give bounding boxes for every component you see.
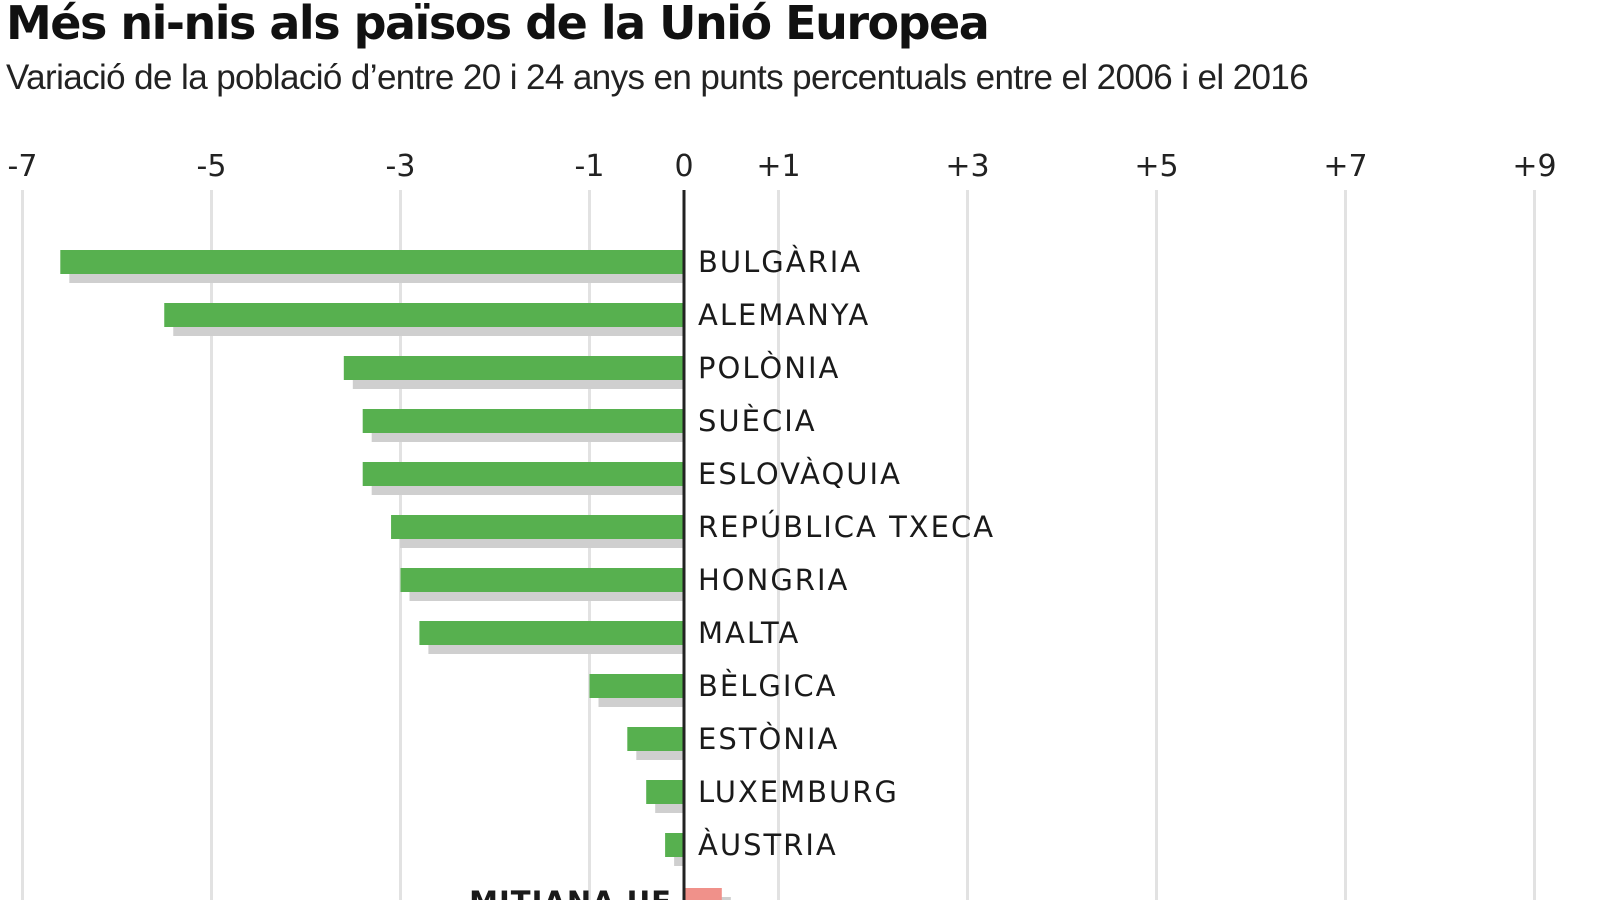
bar [646, 780, 684, 804]
x-tick-label: +1 [756, 149, 800, 184]
category-label: MALTA [698, 616, 800, 650]
x-tick-label: 0 [674, 149, 693, 184]
category-label: ESLOVÀQUIA [698, 457, 902, 491]
category-label: POLÒNIA [698, 351, 840, 385]
category-label: BÈLGICA [698, 669, 838, 703]
bar [589, 674, 684, 698]
x-tick-label: -7 [8, 149, 38, 184]
bar [343, 356, 684, 380]
bar [391, 515, 684, 539]
x-tick-label: +9 [1512, 149, 1556, 184]
x-tick-label: -3 [386, 149, 416, 184]
bar [627, 727, 684, 751]
chart-subtitle: Variació de la població d’entre 20 i 24 … [6, 58, 1309, 97]
bar [665, 833, 684, 857]
x-tick-label: +5 [1134, 149, 1178, 184]
average-label: MITJANA UE [469, 885, 672, 900]
chart-title: Més ni-nis als països de la Unió Europea [6, 0, 990, 50]
bar [60, 250, 685, 274]
category-label: REPÚBLICA TXECA [698, 510, 995, 544]
category-label: BULGÀRIA [698, 245, 862, 279]
x-tick-label: +3 [945, 149, 989, 184]
category-label: SUÈCIA [698, 404, 817, 438]
category-label: ÀUSTRIA [698, 828, 838, 862]
category-label: ESTÒNIA [698, 722, 839, 756]
bar [362, 409, 684, 433]
category-label: LUXEMBURG [698, 775, 899, 809]
bar [419, 621, 684, 645]
category-label: HONGRIA [698, 563, 849, 597]
x-tick-label: +7 [1323, 149, 1367, 184]
x-tick-label: -5 [197, 149, 227, 184]
category-label: ALEMANYA [698, 298, 870, 332]
average-bar [684, 888, 722, 900]
bar [164, 303, 684, 327]
bar [400, 568, 684, 592]
x-tick-label: -1 [575, 149, 605, 184]
bar [362, 462, 684, 486]
